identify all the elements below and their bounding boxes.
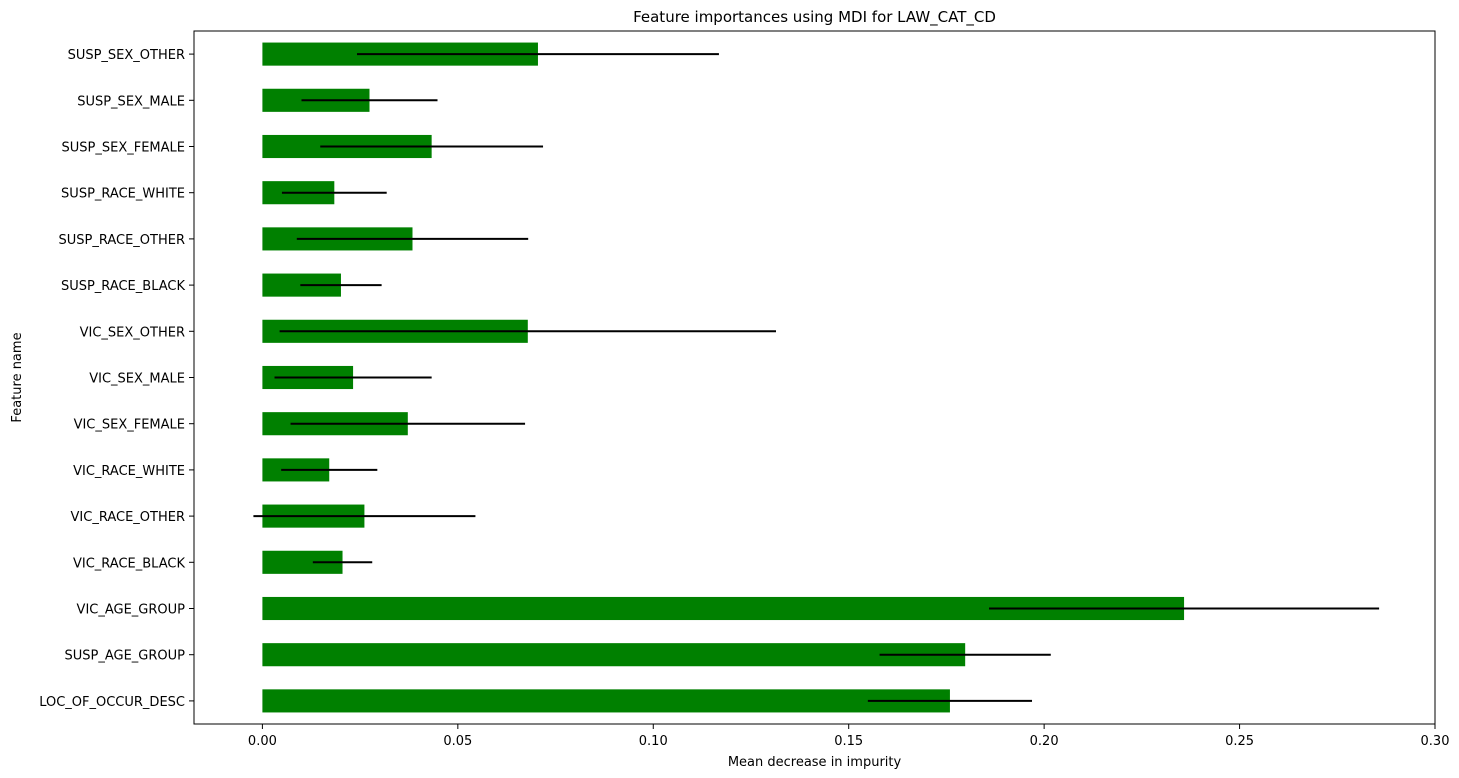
bar	[262, 689, 950, 713]
y-tick-label: VIC_RACE_BLACK	[73, 556, 185, 571]
x-tick-label: 0.05	[443, 734, 472, 749]
x-tick-label: 0.30	[1421, 734, 1450, 749]
bar	[262, 596, 1185, 621]
y-tick-label: LOC_OF_OCCUR_DESC	[39, 695, 185, 710]
x-tick-label: 0.25	[1225, 734, 1254, 749]
y-tick-label: VIC_SEX_FEMALE	[74, 418, 185, 433]
bar	[262, 643, 966, 667]
y-axis-label: Feature name	[10, 332, 25, 422]
x-axis-label: Mean decrease in impurity	[728, 755, 902, 770]
y-tick-label: SUSP_SEX_MALE	[77, 94, 185, 109]
chart-title: Feature importances using MDI for LAW_CA…	[633, 8, 996, 27]
y-ticks-layer: SUSP_SEX_OTHER SUSP_SEX_MALE SUSP_SEX_FEMA…	[39, 48, 194, 710]
x-tick-label: 0.15	[834, 734, 863, 749]
y-tick-label: VIC_AGE_GROUP	[77, 603, 186, 618]
y-tick-label: SUSP_SEX_OTHER	[68, 48, 185, 63]
bar	[262, 550, 343, 574]
error-bars-layer	[253, 53, 1380, 702]
y-tick-label: SUSP_AGE_GROUP	[64, 649, 185, 664]
x-tick-label: 0.00	[248, 734, 277, 749]
y-tick-label: VIC_SEX_OTHER	[80, 325, 185, 340]
x-ticks-layer: 0.00 0.05 0.10 0.15 0.20 0.25 0.30	[248, 724, 1450, 749]
y-tick-label: SUSP_RACE_WHITE	[61, 187, 185, 202]
y-tick-label: VIC_RACE_OTHER	[71, 510, 185, 525]
y-tick-label: VIC_RACE_WHITE	[73, 464, 185, 479]
y-tick-label: SUSP_RACE_OTHER	[58, 233, 185, 248]
x-tick-label: 0.20	[1030, 734, 1059, 749]
y-tick-label: VIC_SEX_MALE	[89, 372, 185, 387]
x-tick-label: 0.10	[639, 734, 668, 749]
y-tick-label: SUSP_RACE_BLACK	[61, 279, 186, 294]
y-tick-label: SUSP_SEX_FEMALE	[62, 141, 186, 156]
